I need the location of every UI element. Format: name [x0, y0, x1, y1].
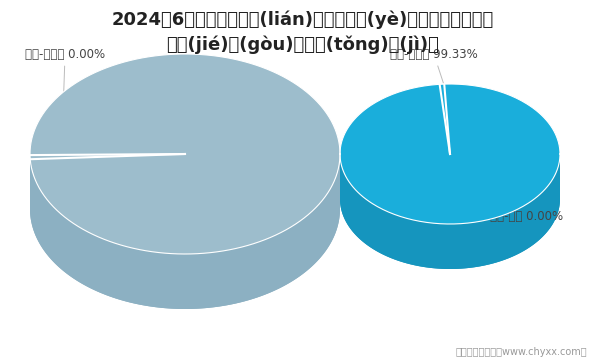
Text: 2024年6月鶴山國機南聯(lián)摩托車工業(yè)有限公司摩托車銷
量結(jié)構(gòu)占比統(tǒng)計(jì)圖: 2024年6月鶴山國機南聯(lián)摩托車工業(yè)有限公司摩托車銷 量結(… — [111, 11, 494, 54]
Text: 制圖：智研咨詢（www.chyxx.com）: 制圖：智研咨詢（www.chyxx.com） — [455, 347, 587, 357]
Polygon shape — [340, 129, 560, 269]
Text: 二輪-電動 0.00%: 二輪-電動 0.00% — [446, 87, 563, 222]
Text: 二輪-跨騎式 99.33%: 二輪-跨騎式 99.33% — [390, 47, 482, 201]
Text: 三輪
0.66%: 三輪 0.66% — [33, 135, 85, 163]
Text: 二輪 99.67%: 二輪 99.67% — [215, 123, 281, 135]
Polygon shape — [340, 84, 560, 224]
Polygon shape — [30, 54, 340, 254]
Text: 二輪-踏板式 0.01%: 二輪-踏板式 0.01% — [33, 123, 310, 155]
Text: 二輪-彎梁式 0.00%: 二輪-彎梁式 0.00% — [25, 47, 105, 196]
Polygon shape — [30, 109, 340, 309]
Polygon shape — [340, 154, 560, 269]
Polygon shape — [30, 154, 340, 309]
